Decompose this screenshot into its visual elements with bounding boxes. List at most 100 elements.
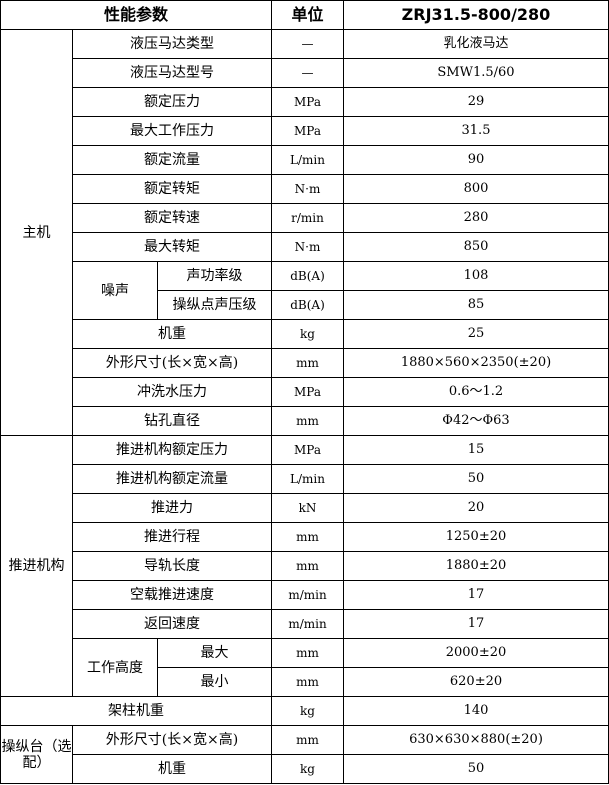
param-unit: mm <box>271 522 344 552</box>
param-value: 630×630×880(±20) <box>343 725 609 755</box>
param-name: 机重 <box>72 754 272 784</box>
param-value: 850 <box>343 232 609 262</box>
param-name: 声功率级 <box>157 261 272 291</box>
table-row: 机重 kg 50 <box>1 754 609 784</box>
table-row: 噪声 声功率级 dB(A) 108 <box>1 261 609 320</box>
param-unit: kg <box>271 319 344 349</box>
param-unit: mm <box>271 348 344 378</box>
table-row: 最大转矩 N·m 850 <box>1 232 609 262</box>
param-value: Φ42～Φ63 <box>343 406 609 436</box>
param-name: 最小 <box>157 667 272 697</box>
table-row: 架柱机重 kg 140 <box>0 696 609 726</box>
param-value: 1880×560×2350(±20) <box>343 348 609 378</box>
param-name: 额定流量 <box>72 145 272 175</box>
param-name: 机重 <box>72 319 272 349</box>
table-row: 最小 mm 620±20 <box>1 667 609 697</box>
param-unit: mm <box>271 725 344 755</box>
table-row: 机重 kg 25 <box>1 319 609 349</box>
param-value: 1250±20 <box>343 522 609 552</box>
table-row: 操纵台（选配） 外形尺寸(长×宽×高) mm 630×630×880(±20) <box>0 725 609 784</box>
param-value: 29 <box>343 87 609 117</box>
param-value: 50 <box>343 464 609 494</box>
param-unit: N·m <box>271 174 344 204</box>
param-name: 外形尺寸(长×宽×高) <box>72 348 272 378</box>
param-value: 17 <box>343 580 609 610</box>
param-name: 液压马达类型 <box>72 29 272 59</box>
table-row: 额定压力 MPa 29 <box>1 87 609 117</box>
param-value: 20 <box>343 493 609 523</box>
param-unit: L/min <box>271 145 344 175</box>
param-unit: dB(A) <box>271 261 344 291</box>
param-name: 操纵点声压级 <box>157 290 272 320</box>
group-label: 推进机构 <box>0 435 73 697</box>
param-unit: mm <box>271 667 344 697</box>
param-unit: mm <box>271 406 344 436</box>
table-row: 额定转矩 N·m 800 <box>1 174 609 204</box>
param-value: 85 <box>343 290 609 320</box>
table-row: 导轨长度 mm 1880±20 <box>1 551 609 581</box>
param-unit: mm <box>271 551 344 581</box>
param-unit: kg <box>271 754 344 784</box>
param-name: 额定转矩 <box>72 174 272 204</box>
param-value: 15 <box>343 435 609 465</box>
group-label: 操纵台（选配） <box>0 725 73 784</box>
param-name: 钻孔直径 <box>72 406 272 436</box>
table-row: 额定转速 r/min 280 <box>1 203 609 233</box>
param-name: 冲洗水压力 <box>72 377 272 407</box>
param-name: 额定压力 <box>72 87 272 117</box>
table-row: 推进机构额定流量 L/min 50 <box>1 464 609 494</box>
table-row: 冲洗水压力 MPa 0.6～1.2 <box>1 377 609 407</box>
param-unit: MPa <box>271 87 344 117</box>
param-value: 0.6～1.2 <box>343 377 609 407</box>
param-unit: MPa <box>271 116 344 146</box>
param-unit: mm <box>271 638 344 668</box>
table-row: 推进行程 mm 1250±20 <box>1 522 609 552</box>
param-value: 90 <box>343 145 609 175</box>
param-value: 乳化液马达 <box>343 29 609 59</box>
param-name: 额定转速 <box>72 203 272 233</box>
table-row: 推进力 kN 20 <box>1 493 609 523</box>
param-name: 推进机构额定流量 <box>72 464 272 494</box>
header-model: ZRJ31.5-800/280 <box>343 0 609 30</box>
param-value: 280 <box>343 203 609 233</box>
param-name: 空载推进速度 <box>72 580 272 610</box>
param-value: 620±20 <box>343 667 609 697</box>
param-unit: MPa <box>271 377 344 407</box>
param-value: 31.5 <box>343 116 609 146</box>
header-param: 性能参数 <box>0 0 272 30</box>
param-unit: MPa <box>271 435 344 465</box>
param-name: 推进机构额定压力 <box>72 435 272 465</box>
param-unit: — <box>271 58 344 88</box>
table-row: 空载推进速度 m/min 17 <box>1 580 609 610</box>
param-unit: kg <box>271 696 344 726</box>
table-row: 额定流量 L/min 90 <box>1 145 609 175</box>
param-name: 返回速度 <box>72 609 272 639</box>
param-name: 推进力 <box>72 493 272 523</box>
param-value: 2000±20 <box>343 638 609 668</box>
param-value: 1880±20 <box>343 551 609 581</box>
param-value: 25 <box>343 319 609 349</box>
param-name: 架柱机重 <box>0 696 272 726</box>
param-value: 108 <box>343 261 609 291</box>
param-value: 50 <box>343 754 609 784</box>
param-name: 推进行程 <box>72 522 272 552</box>
param-unit: m/min <box>271 609 344 639</box>
param-unit: kN <box>271 493 344 523</box>
param-unit: — <box>271 29 344 59</box>
table-row: 最大工作压力 MPa 31.5 <box>1 116 609 146</box>
param-name: 液压马达型号 <box>72 58 272 88</box>
header-row: 性能参数 单位 ZRJ31.5-800/280 <box>0 0 609 30</box>
param-name: 最大工作压力 <box>72 116 272 146</box>
param-value: 800 <box>343 174 609 204</box>
param-value: SMW1.5/60 <box>343 58 609 88</box>
table-row: 返回速度 m/min 17 <box>1 609 609 639</box>
param-name: 外形尺寸(长×宽×高) <box>72 725 272 755</box>
table-row: 主机 液压马达类型 — 乳化液马达 <box>0 29 609 436</box>
param-value: 140 <box>343 696 609 726</box>
param-name: 最大转矩 <box>72 232 272 262</box>
group-label: 主机 <box>0 29 73 436</box>
param-unit: r/min <box>271 203 344 233</box>
param-name: 导轨长度 <box>72 551 272 581</box>
header-unit: 单位 <box>271 0 344 30</box>
